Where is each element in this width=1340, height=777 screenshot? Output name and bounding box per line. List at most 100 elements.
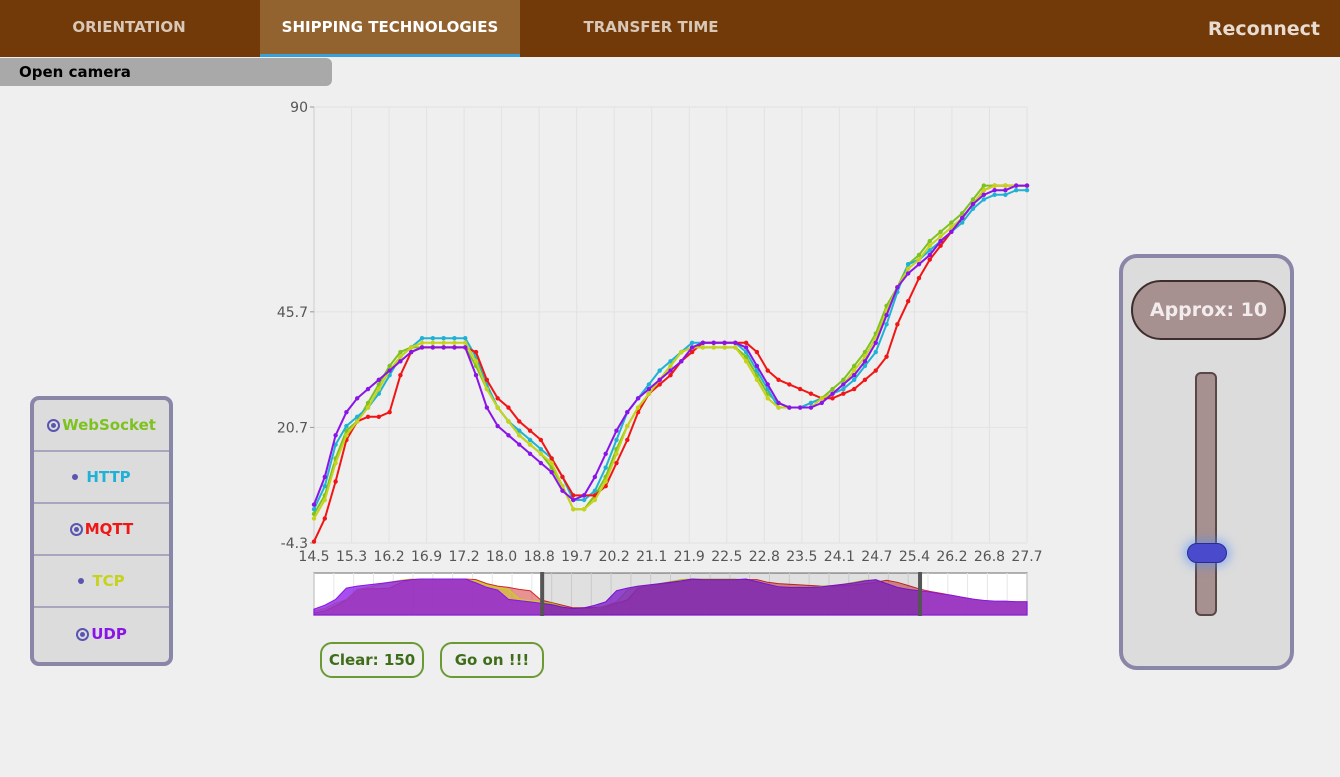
data-point (905, 271, 911, 276)
data-point (981, 183, 986, 188)
x-tick-label: 21.1 (636, 549, 667, 565)
series-udp[interactable] (311, 183, 1030, 507)
data-point (603, 451, 608, 456)
x-tick-label: 19.7 (561, 549, 592, 565)
protocol-item-websocket[interactable]: WebSocket (34, 400, 169, 452)
chart-navigator[interactable] (313, 572, 1028, 616)
data-point (560, 474, 565, 480)
data-point (851, 377, 857, 382)
data-point (355, 396, 360, 401)
radio-dot-icon (72, 474, 79, 480)
tab-transfer-time[interactable]: TRANSFER TIME (583, 18, 719, 36)
data-point (873, 349, 878, 355)
data-point (571, 493, 576, 498)
series-websocket[interactable] (311, 183, 1030, 517)
line-chart[interactable]: 90 45.7 20.7 -4.314.5 15.3 16.2 16.9 17.2 18.0 18… (260, 95, 1050, 625)
data-point (743, 345, 749, 350)
data-point (527, 451, 533, 456)
data-point (862, 377, 868, 382)
data-point (549, 456, 554, 461)
data-point (452, 340, 457, 346)
data-point (787, 382, 792, 387)
data-point (603, 465, 608, 470)
data-point (517, 428, 522, 433)
slider-thumb[interactable] (1187, 542, 1227, 563)
radio-selected-icon (69, 522, 83, 536)
x-tick-label: 26.2 (936, 549, 967, 565)
data-point (819, 396, 824, 401)
clear-button[interactable]: Clear: 150 (320, 642, 424, 678)
data-point (322, 497, 328, 503)
protocol-item-mqtt[interactable]: MQTT (34, 504, 169, 556)
top-nav-bar: ORIENTATION SHIPPING TECHNOLOGIES TRANSF… (0, 0, 1340, 57)
series-line (313, 184, 1027, 505)
data-point (905, 298, 911, 304)
data-point (657, 368, 662, 373)
data-point (441, 340, 446, 346)
x-tick-label: 16.9 (411, 549, 442, 565)
series-mqtt[interactable] (311, 183, 1030, 544)
data-point (311, 507, 317, 512)
data-point (419, 340, 425, 346)
chart-container: 90 45.7 20.7 -4.3 14.5 15.3 16.2 16.9 17.2 18.0 18… (260, 95, 1050, 625)
data-point (571, 507, 576, 512)
data-point (949, 229, 954, 235)
data-point (862, 363, 868, 369)
data-point (495, 396, 500, 401)
tab-shipping-technologies[interactable]: SHIPPING TECHNOLOGIES (260, 0, 520, 57)
data-point (927, 248, 932, 253)
data-point (1024, 183, 1030, 188)
series-tcp[interactable] (311, 183, 1030, 521)
data-point (571, 497, 576, 503)
data-point (776, 400, 781, 406)
radio-selected-icon (47, 418, 61, 432)
y-tick-label: 45.7 (277, 305, 308, 321)
data-point (376, 386, 382, 392)
data-point (927, 257, 932, 262)
protocol-item-udp[interactable]: UDP (34, 608, 169, 660)
x-tick-label: 22.8 (749, 549, 780, 565)
data-point (398, 372, 403, 378)
x-tick-label: 23.5 (786, 549, 817, 565)
data-point (851, 363, 857, 369)
data-point (581, 493, 587, 498)
data-point (797, 386, 803, 392)
data-point (916, 252, 922, 258)
data-point (614, 451, 619, 456)
protocol-item-http[interactable]: HTTP (34, 452, 169, 504)
tab-orientation[interactable]: ORIENTATION (72, 18, 186, 36)
data-point (333, 433, 338, 438)
protocol-item-tcp[interactable]: TCP (34, 556, 169, 608)
go-on-button[interactable]: Go on !!! (440, 642, 544, 678)
navigator-handle-left[interactable] (540, 572, 545, 616)
open-camera-button[interactable]: Open camera (0, 58, 332, 86)
data-point (311, 502, 317, 507)
chart-grid (313, 106, 1028, 544)
data-point (949, 225, 954, 230)
data-point (635, 405, 641, 410)
series-http[interactable] (311, 188, 1030, 512)
data-point (419, 345, 425, 350)
data-point (344, 423, 349, 429)
navigator-handle-right[interactable] (918, 572, 923, 616)
data-point (430, 335, 436, 341)
data-point (700, 345, 706, 350)
data-point (711, 340, 716, 346)
data-point (538, 451, 544, 456)
data-point (506, 433, 511, 438)
data-point (992, 183, 997, 188)
x-tick-label: 18.0 (486, 549, 517, 565)
slider-track[interactable] (1195, 372, 1217, 616)
data-point (625, 409, 630, 415)
data-point (398, 359, 403, 364)
data-point (927, 238, 932, 244)
data-point (927, 243, 932, 248)
approx-label: Approx: 10 (1131, 280, 1286, 340)
data-point (970, 197, 976, 202)
reconnect-button[interactable]: Reconnect (1207, 18, 1320, 40)
series-line (313, 184, 1027, 543)
data-point (441, 345, 446, 350)
data-point (830, 391, 835, 396)
data-point (311, 539, 317, 544)
slider-panel: Approx: 10 (1119, 254, 1294, 670)
